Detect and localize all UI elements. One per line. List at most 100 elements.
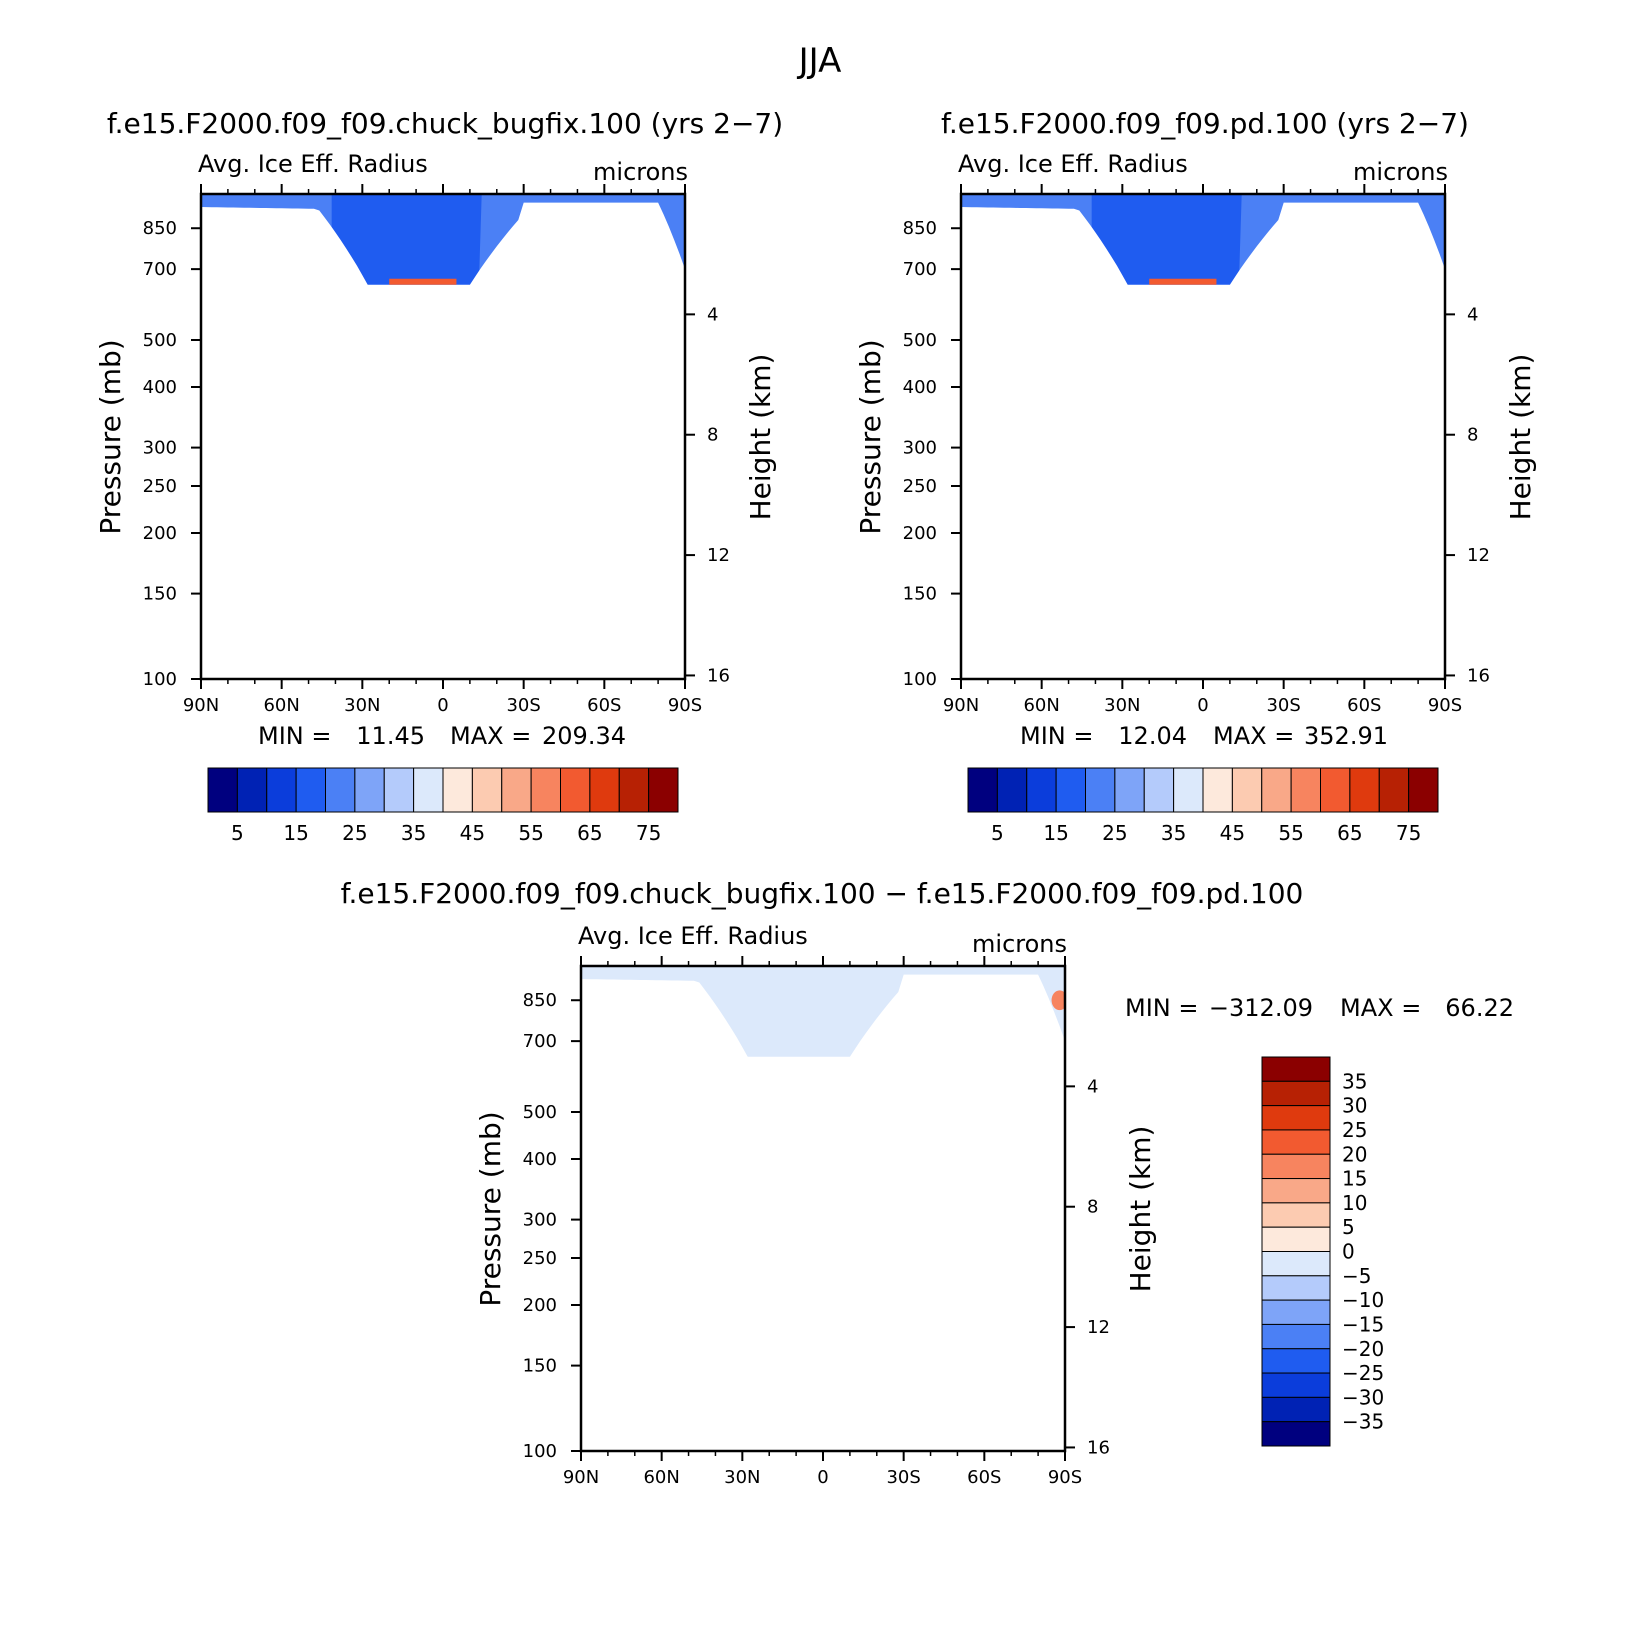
colorbar-label: −10 [1342, 1288, 1384, 1312]
panel-3-max-value: 66.22 [1445, 994, 1514, 1022]
colorbar-swatch [560, 767, 591, 813]
panel-1-plot [201, 194, 685, 679]
colorbar-swatch [1261, 1178, 1331, 1204]
panel-3-max-label: MAX = [1340, 994, 1421, 1022]
colorbar-label: −35 [1342, 1410, 1384, 1434]
panel-2-colorbar: 5 15 25 35 45 55 65 75 [967, 767, 1439, 845]
colorbar-swatch [383, 767, 415, 813]
panel-1-axes: 90N 60N 30N 0 30S 60S 90S 100 150 200 250 300 400 500… [143, 184, 730, 716]
panel-1-min-label: MIN = [258, 722, 331, 750]
panel-3-variable: Avg. Ice Eff. Radius [578, 922, 808, 950]
colorbar-swatch [1261, 1323, 1331, 1350]
x-tick-label: 30N [724, 1467, 760, 1488]
colorbar-swatch [1114, 767, 1145, 813]
panel-2-ylabel: Pressure (mb) [854, 339, 887, 534]
colorbar-swatch [501, 767, 532, 813]
colorbar-label: 75 [636, 821, 661, 845]
colorbar-label: −20 [1342, 1337, 1384, 1361]
colorbar-label: 35 [1161, 821, 1186, 845]
colorbar-label: 15 [283, 821, 308, 845]
colorbar-swatch [1261, 1105, 1331, 1131]
y-tick-label: 100 [523, 1441, 557, 1462]
colorbar-swatch [1261, 1348, 1331, 1374]
colorbar-label: −25 [1342, 1361, 1384, 1385]
panel-1-units: microns [593, 158, 688, 186]
colorbar-swatch [1173, 767, 1204, 813]
colorbar-swatch [648, 767, 679, 813]
topography-mask [201, 202, 685, 679]
colorbar-label: 30 [1342, 1094, 1367, 1118]
colorbar-label: 35 [401, 821, 426, 845]
colorbar-label: 25 [1342, 1118, 1367, 1142]
colorbar-label: 5 [991, 821, 1004, 845]
colorbar-label: −30 [1342, 1385, 1384, 1409]
y-tick-label: 300 [523, 1210, 557, 1231]
colorbar-swatch [1408, 767, 1439, 813]
x-tick-label: 90N [183, 695, 219, 716]
colorbar-swatch [1143, 767, 1175, 813]
colorbar-swatch [1261, 1202, 1331, 1228]
colorbar-swatch [1261, 1396, 1331, 1423]
y-tick-label: 500 [143, 330, 177, 351]
colorbar-swatch [1261, 1251, 1331, 1277]
panel-3-plot [581, 966, 1065, 1451]
x-tick-label: 60N [1023, 695, 1059, 716]
x-tick-label: 30S [1266, 695, 1300, 716]
colorbar-swatch [1261, 1226, 1331, 1252]
panel-2-plot [961, 194, 1445, 679]
colorbar-label: 25 [1102, 821, 1127, 845]
panel-2-axes: 90N 60N 30N 0 30S 60S 90S 100 150 200 250 300 400 500… [903, 184, 1490, 716]
colorbar-swatch [1261, 1421, 1331, 1447]
colorbar-swatch [1349, 767, 1380, 813]
x-tick-label: 0 [1197, 695, 1208, 716]
colorbar-swatch [967, 767, 998, 813]
panel-1-ylabel: Pressure (mb) [94, 339, 127, 534]
y2-tick-label: 4 [1087, 1076, 1098, 1097]
y2-tick-label: 8 [1467, 425, 1478, 446]
colorbar-swatch [413, 767, 444, 813]
y-tick-label: 300 [903, 438, 937, 459]
colorbar-swatch [295, 767, 326, 813]
colorbar-swatch [1261, 1080, 1331, 1107]
colorbar-label: 15 [1342, 1167, 1367, 1191]
x-tick-label: 30S [886, 1467, 920, 1488]
colorbar-label: 35 [1342, 1069, 1367, 1093]
x-tick-label: 60N [263, 695, 299, 716]
colorbar-swatch [530, 767, 561, 813]
panel-3: f.e15.F2000.f09_f09.chuck_bugfix.100 − f… [341, 877, 1514, 1488]
y-tick-label: 200 [523, 1295, 557, 1316]
x-tick-label: 30S [506, 695, 540, 716]
y-tick-label: 150 [903, 584, 937, 605]
panel-2-variable: Avg. Ice Eff. Radius [958, 150, 1188, 178]
colorbar-label: 5 [1342, 1215, 1355, 1239]
colorbar-swatch [1026, 767, 1057, 813]
colorbar-swatch [1261, 767, 1292, 813]
y-tick-label: 150 [523, 1356, 557, 1377]
panel-3-title: f.e15.F2000.f09_f09.chuck_bugfix.100 − f… [341, 877, 1304, 910]
panel-3-minmax: MIN = −312.09 MAX = 66.22 [1125, 994, 1514, 1022]
panel-1-min-value: 11.45 [356, 722, 425, 750]
colorbar-swatch [1085, 767, 1116, 813]
y-tick-label: 250 [523, 1248, 557, 1269]
y2-tick-label: 8 [707, 425, 718, 446]
colorbar-swatch [1261, 1372, 1331, 1398]
colorbar-swatch [1055, 767, 1086, 813]
y-tick-label: 400 [903, 377, 937, 398]
x-tick-label: 0 [437, 695, 448, 716]
panel-2-min-value: 12.04 [1118, 722, 1187, 750]
y2-tick-label: 12 [1467, 545, 1490, 566]
y-tick-label: 500 [903, 330, 937, 351]
panel-1: f.e15.F2000.f09_f09.chuck_bugfix.100 (yr… [94, 107, 783, 845]
x-tick-label: 30N [344, 695, 380, 716]
colorbar-swatch [1231, 767, 1263, 813]
colorbar-label: 20 [1342, 1142, 1367, 1166]
colorbar-swatch [1290, 767, 1321, 813]
y-tick-label: 250 [903, 476, 937, 497]
x-tick-label: 0 [817, 1467, 828, 1488]
y-tick-label: 700 [903, 259, 937, 280]
diff-feature [1051, 990, 1065, 1011]
colorbar-swatch [996, 767, 1028, 813]
colorbar-swatch [442, 767, 473, 813]
colorbar-swatch [1261, 1056, 1331, 1082]
colorbar-swatch [236, 767, 268, 813]
